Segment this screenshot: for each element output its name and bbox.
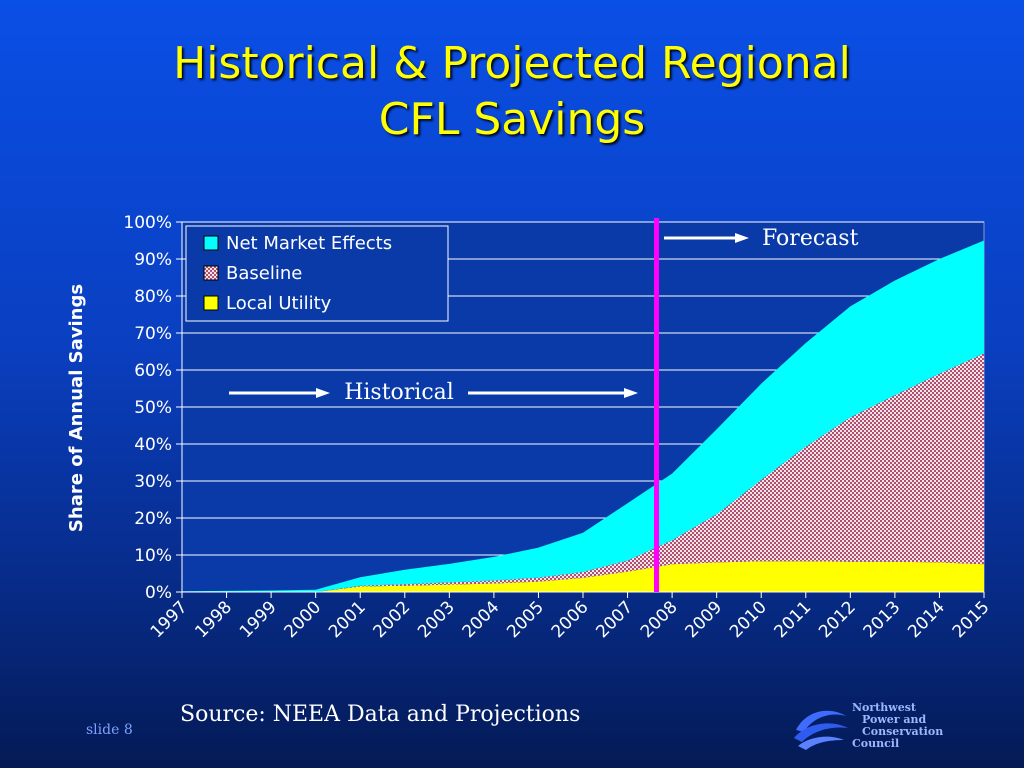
legend-box [185, 225, 449, 322]
x-tick-label-2009: 2009 [681, 597, 726, 642]
area-series-baseline [182, 353, 984, 592]
x-tick-label-2006: 2006 [548, 597, 593, 642]
historical-label: Historical [344, 380, 454, 405]
y-tick-labels: 0% 10% 20% 30% 40% 50% 60% 70% 80% 90% 100% [123, 213, 172, 603]
y-tick-label-1: 10% [134, 546, 172, 566]
y-tick-label-2: 20% [134, 509, 172, 529]
x-tick-label-2003: 2003 [414, 597, 459, 642]
legend-swatch-baseline [203, 265, 219, 281]
legend-label-baseline: Baseline [226, 263, 302, 284]
x-tick-label-2000: 2000 [280, 597, 325, 642]
x-tick-label-2002: 2002 [370, 597, 415, 642]
slide-number: slide 8 [86, 722, 133, 738]
legend-label-net-market-effects: Net Market Effects [226, 233, 392, 254]
x-tick-label-2014: 2014 [904, 597, 949, 642]
forecast-label: Forecast [762, 226, 859, 251]
x-tick-label-2001: 2001 [325, 597, 370, 642]
y-tick-label-6: 60% [134, 361, 172, 381]
stacked-area-chart: 0%10%20%30%40%50%60%70%80%90%100% 1997 19… [66, 213, 994, 642]
y-tick-label-4: 40% [134, 435, 172, 455]
organization-name: Northwest Power and Conservation Council [852, 702, 943, 750]
x-tick-label-2012: 2012 [815, 597, 860, 642]
x-tick-label-2004: 2004 [459, 597, 504, 642]
source-note: Source: NEEA Data and Projections [180, 702, 581, 727]
y-tick-label-9: 90% [134, 250, 172, 270]
x-tick-label-2011: 2011 [771, 597, 816, 642]
area-series-local-utility [182, 561, 984, 592]
slide-title: Historical & Projected Regional CFL Savi… [0, 36, 1024, 148]
x-tick-label-1997: 1997 [147, 597, 192, 642]
axes [176, 221, 985, 598]
y-tick-label-7: 70% [134, 324, 172, 344]
historical-arrow-right-head [624, 388, 638, 398]
slide-title-line-2: CFL Savings [378, 94, 646, 145]
y-tick-label-8: 80% [134, 287, 172, 307]
legend: Net Market Effects Baseline Local Utilit… [185, 225, 449, 322]
x-tick-label-1998: 1998 [191, 597, 236, 642]
legend-swatch-local-utility [203, 295, 219, 311]
legend-label-local-utility: Local Utility [226, 293, 332, 314]
legend-swatch-net-market-effects [203, 235, 219, 251]
council-wave-logo-icon [794, 710, 848, 750]
x-tick-labels: 1997 1998 1999 2000 2001 2002 2003 2004 2005 2006… [147, 597, 994, 642]
historical-arrow-left-head [316, 388, 330, 398]
x-tick-label-2015: 2015 [949, 597, 994, 642]
x-tick-label-2007: 2007 [592, 597, 637, 642]
y-tick-label-3: 30% [134, 472, 172, 492]
x-tick-label-2008: 2008 [637, 597, 682, 642]
forecast-annotation: Forecast [664, 226, 859, 251]
slide-title-line-1: Historical & Projected Regional [173, 38, 851, 89]
organization-name-line-2: Power and [862, 713, 927, 726]
y-tick-label-5: 50% [134, 398, 172, 418]
y-tick-label-0: 0% [145, 583, 172, 603]
organization-name-line-3: Conservation [862, 725, 944, 738]
x-tick-label-2005: 2005 [503, 597, 548, 642]
y-axis-label: Share of Annual Savings [66, 284, 87, 532]
area-series-group [182, 240, 984, 592]
organization-name-line-1: Northwest [852, 701, 917, 714]
x-tick-label-2013: 2013 [860, 597, 905, 642]
organization-name-line-4: Council [852, 737, 900, 750]
x-tick-label-2010: 2010 [726, 597, 771, 642]
organization-logo: Northwest Power and Conservation Council [792, 700, 992, 756]
historical-annotation: Historical [229, 380, 638, 405]
area-series-net-market-effects [182, 240, 984, 592]
x-tick-label-1999: 1999 [236, 597, 281, 642]
forecast-arrow-head [735, 233, 749, 243]
y-tick-label-10: 100% [123, 213, 172, 233]
